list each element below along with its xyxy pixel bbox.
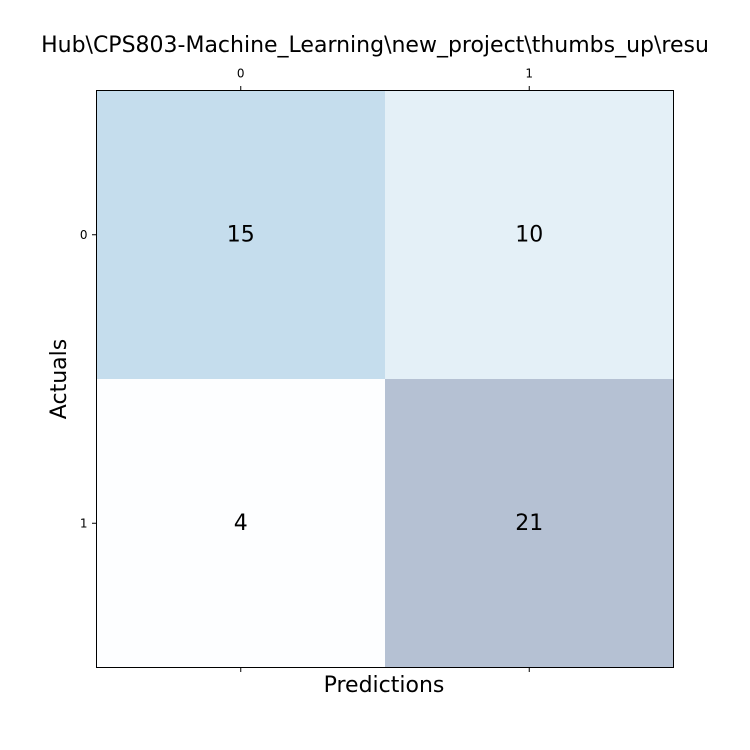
matrix-cell-labels: 15 10 4 21 [227,222,544,536]
matrix-cell-value-0-0: 15 [227,222,255,247]
y-tick-label-0: 0 [80,228,88,242]
matrix-cell-0-1 [385,90,674,380]
matrix-cell-value-0-1: 10 [515,222,543,247]
chart-title: Hub\CPS803-Machine_Learning\new_project\… [41,33,709,58]
y-tick-label-1: 1 [80,516,88,530]
x-tick-label-1: 1 [525,67,533,81]
matrix-cell-0-0 [96,90,386,380]
matrix-cell-1-0 [96,379,386,668]
matrix-cell-value-1-1: 21 [515,511,543,536]
plot-frame [96,90,674,668]
y-axis-ticks: 01 [80,228,97,530]
y-axis-label: Actuals [47,339,72,419]
matrix-cells [96,90,674,668]
matrix-cell-value-1-0: 4 [234,511,248,536]
matrix-cell-1-1 [385,379,674,668]
x-axis-label: Predictions [324,673,445,698]
x-tick-label-0: 0 [237,67,245,81]
